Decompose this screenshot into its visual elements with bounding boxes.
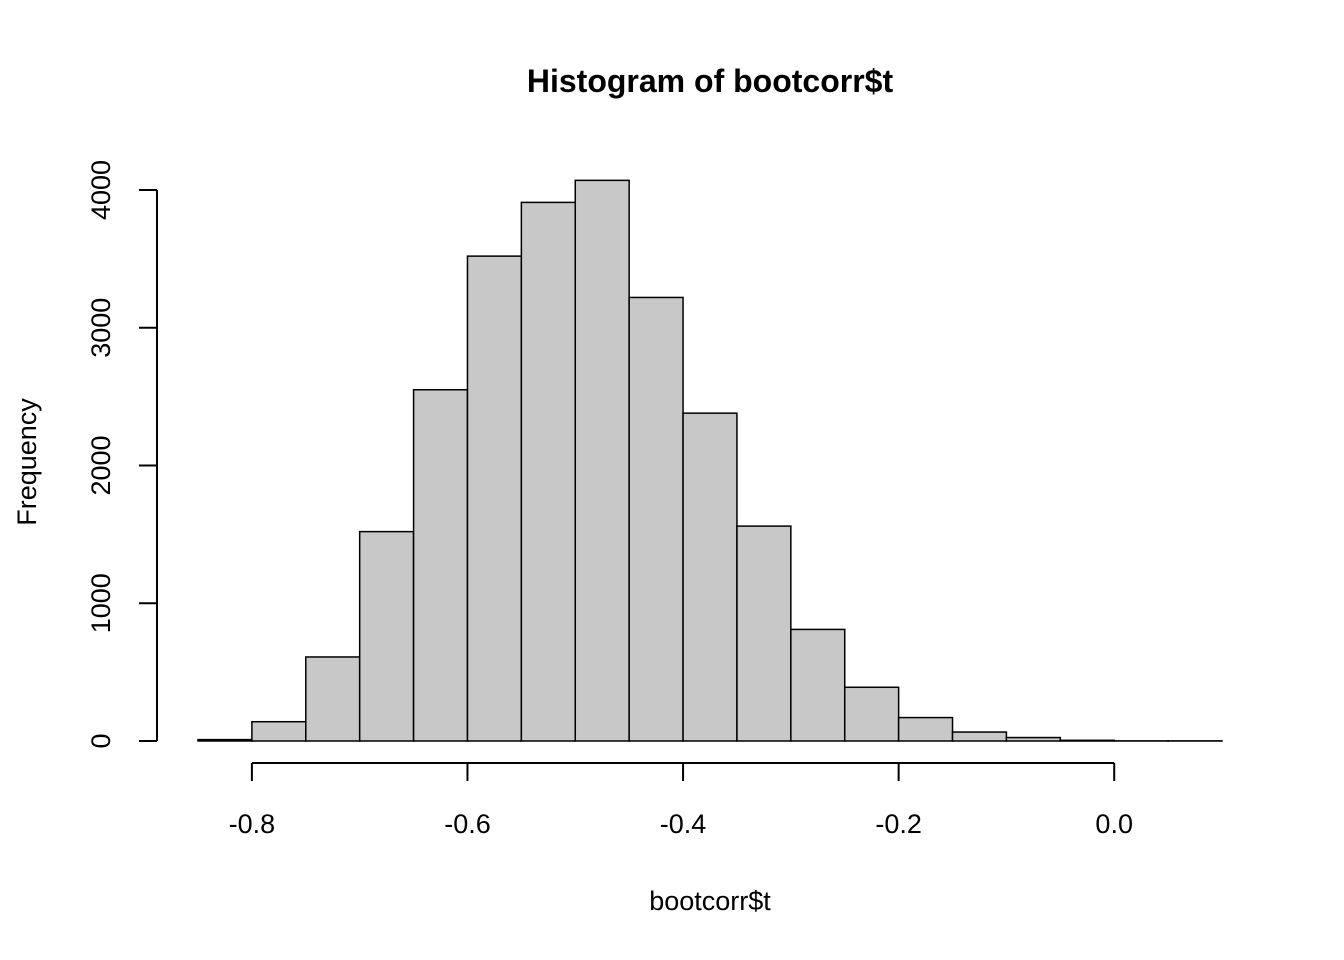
bar	[1059, 739, 1115, 742]
bar	[1005, 736, 1062, 742]
bar	[790, 628, 846, 742]
x-tick-label: -0.2	[875, 809, 922, 839]
bar	[682, 412, 738, 742]
bar	[628, 296, 684, 742]
bar	[897, 716, 954, 742]
bar	[843, 686, 900, 742]
y-tick-label: 3000	[86, 298, 116, 358]
bar	[466, 255, 523, 742]
x-tick-label: -0.8	[229, 809, 276, 839]
bar	[520, 201, 577, 742]
bar	[412, 388, 469, 742]
x-tick-label: 0.0	[1095, 809, 1133, 839]
bar	[951, 731, 1008, 742]
chart-title: Histogram of bootcorr$t	[527, 63, 894, 99]
x-axis-label: bootcorr$t	[649, 886, 771, 916]
x-tick-label: -0.4	[660, 809, 707, 839]
y-tick-label: 1000	[86, 573, 116, 633]
bar	[574, 179, 630, 742]
y-tick-label: 4000	[86, 160, 116, 220]
x-tick-label: -0.6	[444, 809, 491, 839]
bar	[358, 530, 415, 742]
y-axis-label: Frequency	[12, 398, 42, 526]
y-tick-label: 2000	[86, 435, 116, 495]
bar	[251, 720, 307, 742]
bar	[736, 525, 792, 742]
bar	[197, 738, 253, 742]
y-tick-label: 0	[86, 733, 116, 748]
bar	[305, 656, 361, 742]
